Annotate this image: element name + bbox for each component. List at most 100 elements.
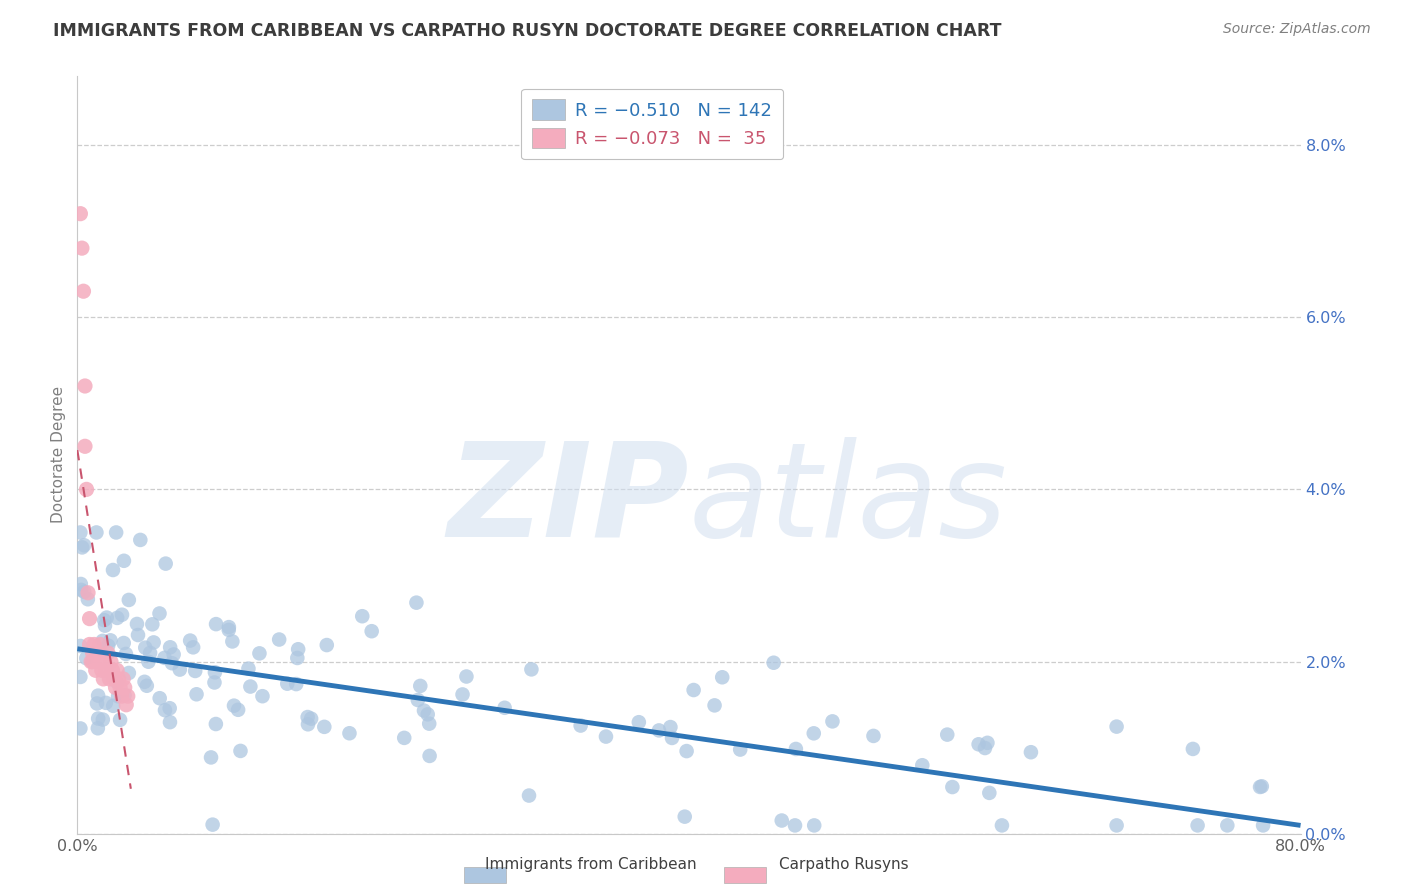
Point [762, 656, 785, 670]
Point [91, 633, 114, 648]
Point [155, 557, 177, 571]
Point [1249, 780, 1271, 794]
Point [101, 563, 124, 577]
Point [86, 646, 108, 660]
Point [101, 663, 124, 677]
Point [648, 723, 671, 738]
Point [149, 691, 172, 706]
Point [911, 758, 934, 772]
Point [181, 640, 204, 655]
Point [285, 651, 308, 665]
Point [105, 525, 128, 540]
Point [82, 655, 104, 669]
Point [675, 744, 697, 758]
Point [184, 664, 207, 678]
Point [108, 681, 131, 695]
Point [139, 646, 162, 660]
Point [82, 646, 104, 660]
Point [105, 663, 128, 677]
Point [229, 744, 252, 758]
Point [1187, 818, 1209, 832]
Point [204, 665, 226, 680]
Text: Immigrants from Caribbean: Immigrants from Caribbean [485, 857, 696, 872]
Point [200, 750, 222, 764]
Point [84, 663, 107, 677]
Point [803, 726, 825, 740]
Point [239, 680, 262, 694]
Point [141, 617, 163, 632]
Point [107, 672, 129, 686]
Point [967, 737, 990, 751]
Point [406, 693, 429, 707]
Point [315, 638, 337, 652]
Point [218, 620, 240, 634]
Point [112, 636, 135, 650]
Point [451, 688, 474, 702]
Point [87, 689, 110, 703]
Point [673, 810, 696, 824]
Point [100, 655, 122, 669]
Point [419, 748, 441, 763]
Point [114, 681, 136, 695]
Point [105, 611, 128, 625]
Point [69, 722, 91, 736]
Point [75, 651, 97, 665]
Point [97, 639, 120, 653]
Point [76, 592, 98, 607]
Point [98, 672, 121, 686]
Point [153, 703, 176, 717]
Point [659, 720, 682, 734]
Point [221, 634, 243, 648]
Point [314, 720, 336, 734]
Point [352, 609, 374, 624]
Point [96, 610, 118, 624]
Point [70, 582, 93, 597]
Point [285, 677, 308, 691]
Point [1181, 742, 1204, 756]
Point [93, 613, 115, 627]
Point [269, 632, 291, 647]
Point [138, 655, 160, 669]
Point [79, 637, 101, 651]
Point [114, 688, 136, 702]
Point [416, 707, 439, 722]
Point [105, 675, 128, 690]
Point [73, 379, 96, 393]
Point [103, 698, 125, 713]
Point [418, 716, 440, 731]
Point [80, 655, 103, 669]
Point [87, 721, 110, 735]
Point [115, 698, 138, 712]
Point [360, 624, 382, 639]
Point [134, 674, 156, 689]
Point [112, 554, 135, 568]
Point [1251, 818, 1274, 832]
Point [86, 697, 108, 711]
Point [129, 533, 152, 547]
Point [79, 612, 101, 626]
Point [127, 628, 149, 642]
Point [89, 637, 111, 651]
Point [160, 656, 183, 670]
Point [73, 584, 96, 599]
Point [87, 655, 110, 669]
Point [94, 618, 117, 632]
Point [205, 617, 228, 632]
Point [169, 663, 191, 677]
Point [87, 712, 110, 726]
Point [70, 241, 93, 255]
Point [783, 818, 806, 832]
Point [785, 742, 807, 756]
Point [1250, 780, 1272, 794]
Point [979, 786, 1001, 800]
Point [297, 710, 319, 724]
Point [1216, 818, 1239, 832]
Point [111, 689, 134, 703]
Point [91, 672, 114, 686]
Point [974, 741, 997, 756]
Point [205, 717, 228, 731]
Point [134, 640, 156, 655]
Legend: R = −0.510   N = 142, R = −0.073   N =  35: R = −0.510 N = 142, R = −0.073 N = 35 [522, 88, 783, 160]
Point [77, 586, 100, 600]
Point [703, 698, 725, 713]
